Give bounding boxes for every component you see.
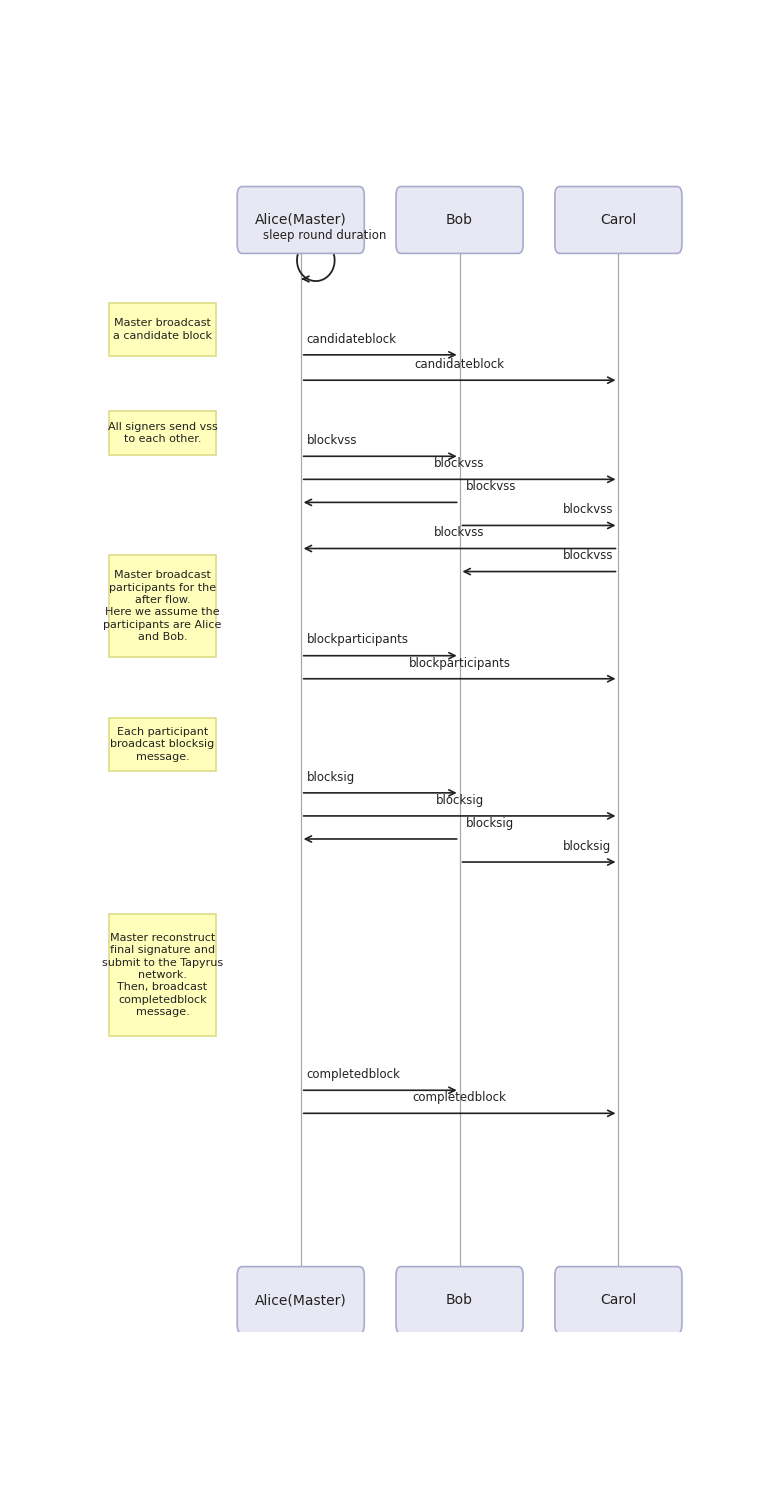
Text: blockparticipants: blockparticipants <box>408 657 511 669</box>
Text: blockvss: blockvss <box>434 527 485 539</box>
FancyBboxPatch shape <box>109 302 216 356</box>
FancyBboxPatch shape <box>555 187 682 253</box>
Text: sleep round duration: sleep round duration <box>263 229 386 243</box>
FancyBboxPatch shape <box>109 412 216 455</box>
Text: Alice(Master): Alice(Master) <box>255 213 347 228</box>
Text: blockvss: blockvss <box>562 503 613 516</box>
Text: blockparticipants: blockparticipants <box>307 633 408 647</box>
Text: Carol: Carol <box>600 1293 637 1307</box>
FancyBboxPatch shape <box>238 187 364 253</box>
Text: blocksig: blocksig <box>307 771 355 783</box>
FancyBboxPatch shape <box>109 719 216 771</box>
FancyBboxPatch shape <box>555 1266 682 1334</box>
Text: Alice(Master): Alice(Master) <box>255 1293 347 1307</box>
FancyBboxPatch shape <box>109 913 216 1036</box>
Text: blocksig: blocksig <box>562 840 611 853</box>
Text: Master reconstruct
final signature and
submit to the Tapyrus
network.
Then, broa: Master reconstruct final signature and s… <box>102 933 223 1016</box>
FancyBboxPatch shape <box>238 1266 364 1334</box>
Text: Carol: Carol <box>600 213 637 228</box>
Text: blockvss: blockvss <box>307 434 357 448</box>
Text: Master broadcast
a candidate block: Master broadcast a candidate block <box>113 319 212 341</box>
Text: candidateblock: candidateblock <box>307 332 397 346</box>
Text: blockvss: blockvss <box>465 481 516 493</box>
Text: Master broadcast
participants for the
after flow.
Here we assume the
participant: Master broadcast participants for the af… <box>103 570 222 642</box>
Text: All signers send vss
to each other.: All signers send vss to each other. <box>108 422 217 445</box>
Text: Each participant
broadcast blocksig
message.: Each participant broadcast blocksig mess… <box>110 728 215 762</box>
FancyBboxPatch shape <box>109 555 216 657</box>
FancyBboxPatch shape <box>396 1266 523 1334</box>
Text: Bob: Bob <box>446 213 473 228</box>
Text: completedblock: completedblock <box>413 1091 506 1105</box>
Text: Bob: Bob <box>446 1293 473 1307</box>
Text: completedblock: completedblock <box>307 1067 401 1081</box>
Text: candidateblock: candidateblock <box>414 358 505 371</box>
FancyBboxPatch shape <box>396 187 523 253</box>
Text: blockvss: blockvss <box>434 457 485 470</box>
Text: blocksig: blocksig <box>465 817 514 829</box>
Text: blockvss: blockvss <box>562 549 613 563</box>
Text: blocksig: blocksig <box>436 793 483 807</box>
